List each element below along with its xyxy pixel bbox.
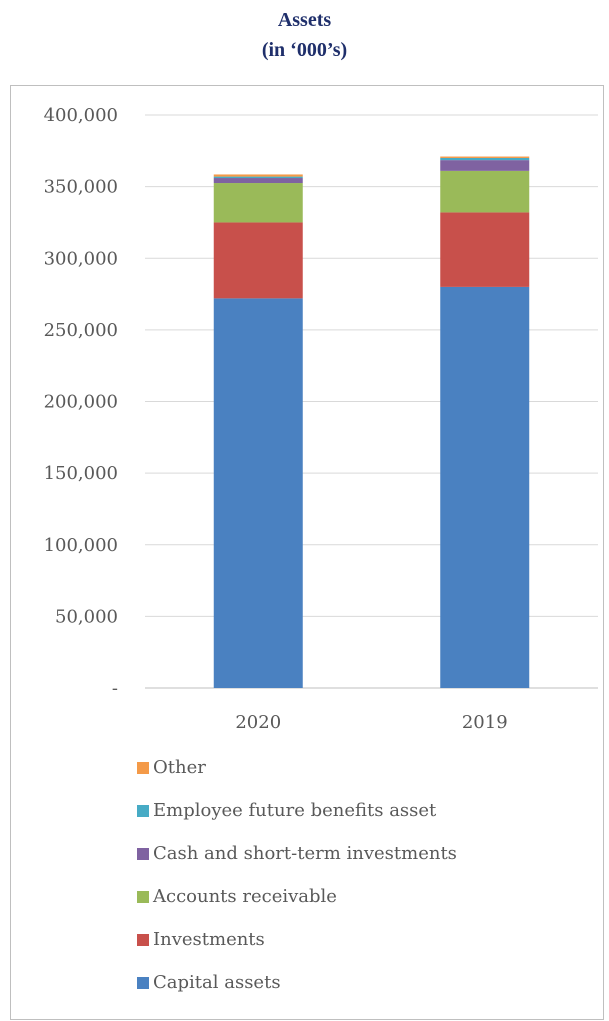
legend-item: Cash and short-term investments [137, 842, 457, 866]
bar-segment-investments-2019 [440, 212, 530, 287]
legend-swatch [137, 934, 149, 946]
bar-segment-capital-assets-2019 [440, 286, 530, 688]
bar-segment-cash-and-short-term-investments-2019 [440, 160, 530, 171]
x-tick-label: 2019 [462, 712, 508, 733]
bar-segment-cash-and-short-term-investments-2020 [213, 178, 303, 184]
bar-segment-employee-future-benefits-asset-2019 [440, 157, 530, 161]
y-tick-label: 50,000 [55, 606, 118, 627]
y-tick-label: 250,000 [44, 320, 118, 341]
y-tick-label: 300,000 [44, 248, 118, 269]
legend-label: Accounts receivable [153, 886, 337, 907]
legend-label: Investments [153, 929, 265, 950]
y-tick-label: 350,000 [44, 177, 118, 198]
legend-item: Other [137, 756, 206, 780]
chart-title-line2: (in ‘000’s) [261, 39, 348, 61]
legend-item: Capital assets [137, 971, 281, 995]
y-tick-label: 100,000 [44, 535, 118, 556]
bar-segment-other-2019 [440, 156, 530, 158]
bar-segment-capital-assets-2020 [213, 298, 303, 688]
y-tick-label: 400,000 [44, 105, 118, 126]
legend-label: Employee future benefits asset [153, 800, 437, 821]
legend-swatch [137, 977, 149, 989]
bar-segment-accounts-receivable-2019 [440, 170, 530, 213]
bar-segment-other-2020 [213, 174, 303, 177]
y-tick-label: 150,000 [44, 463, 118, 484]
y-tick-label: - [112, 678, 118, 699]
legend-item: Accounts receivable [137, 885, 337, 909]
legend-label: Cash and short-term investments [153, 843, 457, 864]
legend-item: Employee future benefits asset [137, 799, 436, 823]
x-tick-label: 2020 [235, 712, 281, 733]
bar-segment-investments-2020 [213, 222, 303, 299]
legend-swatch [137, 891, 149, 903]
chart-frame [10, 85, 604, 1020]
legend-label: Capital assets [153, 972, 281, 993]
chart-title-line1: Assets [277, 9, 332, 31]
legend-swatch [137, 848, 149, 860]
legend-swatch [137, 762, 149, 774]
stacked-bar-chart: - 50,000 100,000 150,000 200,000 250,000 300,0… [44, 105, 598, 733]
legend-swatch [137, 805, 149, 817]
bar-segment-employee-future-benefits-asset-2020 [213, 176, 303, 179]
legend-label: Other [153, 757, 206, 778]
y-tick-label: 200,000 [44, 392, 118, 413]
bar-segment-accounts-receivable-2020 [213, 183, 303, 223]
legend-item: Investments [137, 928, 265, 952]
